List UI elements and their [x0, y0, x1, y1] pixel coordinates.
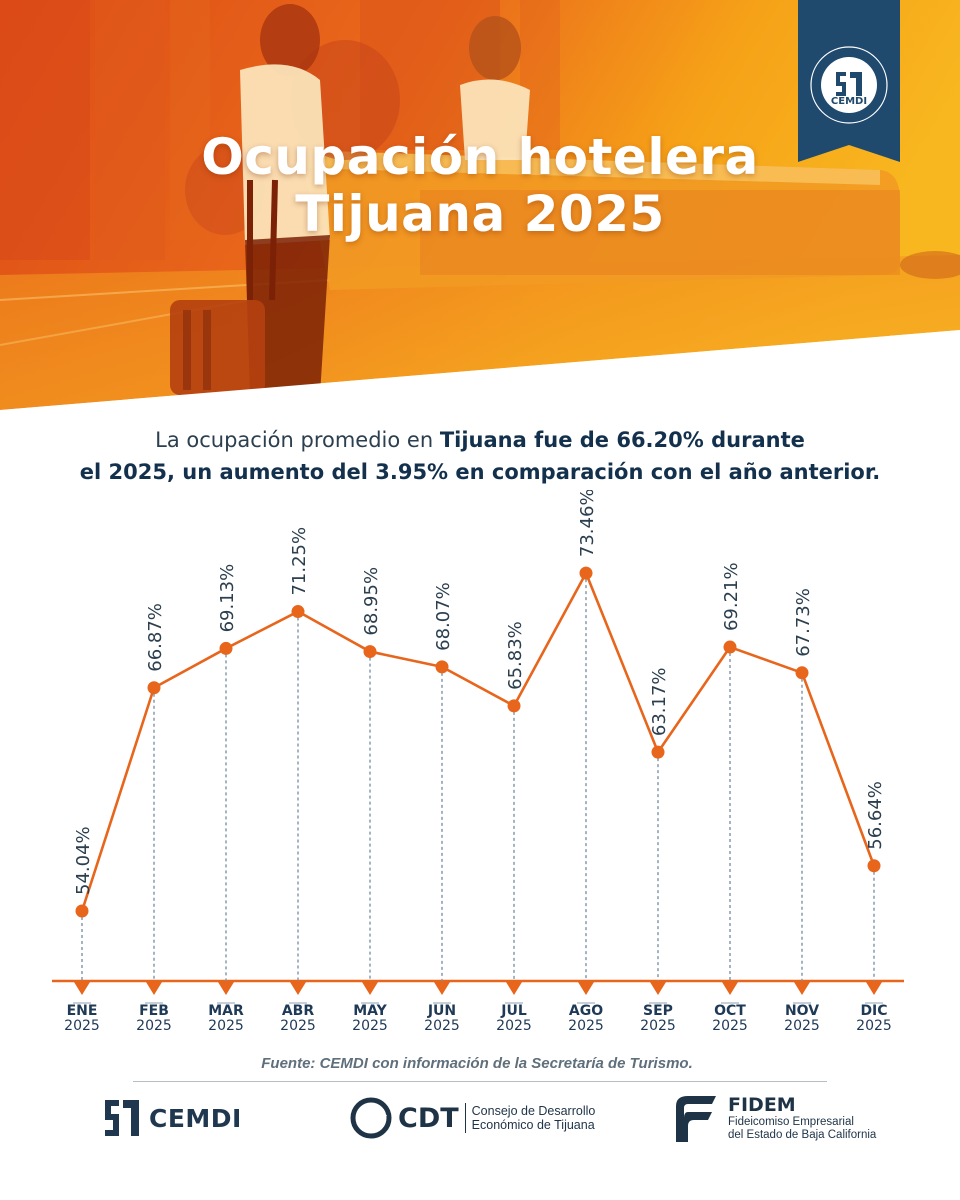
series-line — [80, 571, 876, 912]
axis-marker — [218, 982, 234, 995]
x-tick-label: DIC — [860, 1003, 887, 1019]
data-label: 63.17% — [649, 667, 670, 736]
data-label: 56.64% — [865, 781, 886, 850]
data-point — [75, 904, 89, 918]
axis-marker — [506, 982, 522, 995]
cemdi-logo-text: CEMDI — [149, 1103, 242, 1133]
axis-marker — [578, 982, 594, 995]
x-tick-label: JUL — [500, 1003, 527, 1019]
x-tick-year: 2025 — [856, 1018, 892, 1034]
summary-line-2: el 2025, un aumento del 3.95% en compara… — [0, 460, 960, 484]
x-tick-label: SEP — [643, 1003, 673, 1019]
axis-marker — [434, 982, 450, 995]
axis-marker — [866, 982, 882, 995]
x-tick-label: OCT — [714, 1003, 746, 1019]
cdt-logo-icon — [350, 1097, 392, 1139]
cdt-logo: CDT Consejo de Desarrollo Económico de T… — [350, 1096, 595, 1140]
data-label: 71.25% — [289, 527, 310, 596]
data-label: 66.87% — [145, 603, 166, 672]
x-tick-year: 2025 — [280, 1018, 316, 1034]
data-point — [291, 605, 305, 619]
cdt-sub-line-1: Consejo de Desarrollo — [471, 1104, 596, 1118]
fidem-logo-textblock: FIDEM Fideicomiso Empresarial del Estado… — [728, 1094, 876, 1142]
x-tick-year: 2025 — [136, 1018, 172, 1034]
fidem-logo-icon — [676, 1096, 716, 1142]
fidem-sub-line-2: del Estado de Baja California — [728, 1129, 877, 1141]
footer-divider — [133, 1081, 827, 1082]
data-label: 67.73% — [793, 588, 814, 657]
x-tick-label: ENE — [67, 1003, 98, 1019]
data-point — [867, 859, 881, 873]
data-label: 73.46% — [577, 490, 598, 557]
cdt-logo-subtitle: Consejo de Desarrollo Económico de Tijua… — [472, 1104, 596, 1132]
axis-marker — [362, 982, 378, 995]
axis-marker — [146, 982, 162, 995]
cdt-logo-divider — [464, 1103, 466, 1133]
data-point — [651, 745, 665, 759]
x-tick-year: 2025 — [712, 1018, 748, 1034]
fidem-logo: FIDEM Fideicomiso Empresarial del Estado… — [672, 1092, 876, 1144]
data-point — [435, 660, 449, 674]
data-label: 69.13% — [217, 564, 238, 633]
hero-title-line-2: Tijuana 2025 — [295, 185, 665, 243]
axis-marker — [74, 982, 90, 995]
hero-photo — [0, 0, 960, 420]
data-label: 68.95% — [361, 567, 382, 636]
x-tick-year: 2025 — [784, 1018, 820, 1034]
x-tick-label: NOV — [785, 1003, 819, 1019]
data-point — [219, 641, 233, 655]
x-tick-year: 2025 — [352, 1018, 388, 1034]
data-point — [507, 699, 521, 713]
data-point — [579, 566, 593, 580]
x-tick-year: 2025 — [640, 1018, 676, 1034]
data-point — [147, 681, 161, 695]
hero-title-line-1: Ocupación hotelera — [201, 128, 759, 186]
cemdi-badge: CEMDI — [798, 0, 900, 162]
axis-marker — [722, 982, 738, 995]
data-point — [363, 645, 377, 659]
summary-plain: La ocupación promedio en — [155, 428, 440, 452]
hero-banner: Ocupación hotelera Tijuana 2025 CEMDI — [0, 0, 960, 420]
axis-marker — [650, 982, 666, 995]
fidem-logo-text: FIDEM — [728, 1094, 796, 1116]
source-note: Fuente: CEMDI con información de la Secr… — [261, 1055, 693, 1072]
x-tick-year: 2025 — [568, 1018, 604, 1034]
cdt-sub-line-2: Económico de Tijuana — [471, 1118, 595, 1132]
data-label: 68.07% — [433, 582, 454, 651]
summary-line-1: La ocupación promedio en Tijuana fue de … — [0, 428, 960, 452]
x-tick-year: 2025 — [64, 1018, 100, 1034]
axis-marker — [290, 982, 306, 995]
cemdi-badge-name: CEMDI — [830, 96, 868, 107]
fidem-sub-line-1: Fideicomiso Empresarial — [728, 1116, 854, 1128]
cemdi-logo-icon — [105, 1100, 139, 1136]
occupancy-line-chart: ENE2025FEB2025MAR2025ABR2025MAY2025JUN20… — [52, 490, 904, 1034]
cemdi-badge-ribbon — [798, 0, 900, 162]
x-tick-year: 2025 — [208, 1018, 244, 1034]
x-tick-label: JUN — [427, 1003, 456, 1019]
x-tick-label: FEB — [139, 1003, 169, 1019]
data-label: 69.21% — [721, 562, 742, 631]
summary-bold-1: Tijuana fue de 66.20% durante — [439, 428, 805, 452]
axis-marker — [794, 982, 810, 995]
x-tick-label: AGO — [569, 1003, 603, 1019]
data-label: 65.83% — [505, 621, 526, 690]
cdt-logo-text: CDT — [398, 1102, 459, 1134]
summary-bold-2: el 2025, un aumento del 3.95% en compara… — [79, 460, 881, 484]
data-point — [795, 666, 809, 680]
x-tick-year: 2025 — [424, 1018, 460, 1034]
data-point — [723, 640, 737, 654]
x-tick-label: MAR — [208, 1003, 244, 1019]
data-label: 54.04% — [73, 826, 94, 895]
x-tick-label: MAY — [353, 1003, 387, 1019]
x-tick-label: ABR — [282, 1003, 315, 1019]
x-tick-year: 2025 — [496, 1018, 532, 1034]
cemdi-logo: CEMDI — [103, 1098, 242, 1138]
